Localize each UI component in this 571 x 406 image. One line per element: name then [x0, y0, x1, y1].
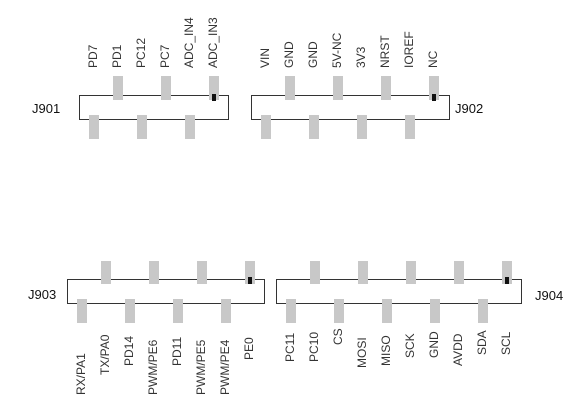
j903-pin — [173, 299, 183, 323]
j904-pin — [310, 261, 320, 284]
j904-pin — [502, 261, 512, 284]
j903-pin-label: PWM/PE6 — [146, 339, 160, 395]
j902-pin — [285, 76, 295, 100]
j903-pin-label: PE0 — [242, 337, 256, 360]
j903-pin — [77, 299, 87, 323]
j904-pin-label: PC11 — [283, 332, 297, 362]
j903-pin-label: RX/PA1 — [74, 353, 88, 395]
j904-pin — [406, 261, 416, 284]
j904-pin-label: SCK — [403, 333, 417, 358]
j901-pin — [161, 76, 171, 100]
j903-pin — [101, 261, 111, 284]
j903-pin1-marker — [248, 277, 252, 284]
j904-pin-label: AVDD — [451, 333, 465, 366]
j903-pin-label: PD14 — [122, 335, 136, 366]
j904-pin — [334, 299, 344, 323]
j902-pin-label: IOREF — [402, 31, 416, 68]
j902-pin-label: GND — [306, 41, 320, 68]
j901-pin-label: PD7 — [86, 44, 100, 68]
j902-pin-label: VIN — [258, 47, 272, 68]
j903-pin-label: PWM/PE4 — [218, 339, 232, 395]
j904-pin — [454, 261, 464, 284]
j904-pin-label: MISO — [379, 335, 393, 366]
j901-pin — [137, 115, 147, 139]
j901-pin-label: PD1 — [110, 44, 124, 68]
j901-header — [79, 95, 229, 120]
j903-pin — [197, 261, 207, 284]
j903-pin — [245, 261, 255, 284]
j904-pin1-marker — [505, 277, 509, 284]
j902-pin — [405, 115, 415, 139]
j903-pin-label: PD11 — [170, 336, 184, 366]
j902-pin — [261, 115, 271, 139]
j901-pin-label: ADC_IN4 — [182, 17, 196, 68]
j902-pin — [357, 115, 367, 139]
j904-pin — [358, 261, 368, 284]
j901-pin-label: ADC_IN3 — [206, 17, 220, 68]
j903-pin-label: TX/PA0 — [98, 334, 112, 375]
j901-pin — [89, 115, 99, 139]
j901-name: J901 — [32, 101, 61, 116]
j902-pin-label: GND — [282, 41, 296, 68]
j903-pin — [221, 299, 231, 323]
j904-pin-label: GND — [427, 331, 441, 358]
j904-pin-label: PC10 — [307, 331, 321, 362]
j903-pin-label: PWM/PE5 — [194, 339, 208, 395]
j902-header — [251, 95, 450, 120]
j902-pin — [429, 76, 439, 100]
j902-pin-label: 5V-NC — [330, 32, 344, 68]
j904-pin-label: CS — [331, 328, 345, 345]
j901-pin-label: PC12 — [134, 37, 148, 68]
j902-pin — [309, 115, 319, 139]
j902-pin — [381, 76, 391, 100]
j904-pin — [430, 299, 440, 323]
j903-header — [67, 279, 265, 304]
j902-pin-label: NRST — [378, 35, 392, 68]
j902-pin1-marker — [432, 94, 436, 101]
j902-pin-label: 3V3 — [354, 46, 368, 68]
j903-pin — [149, 261, 159, 284]
j901-pin1-marker — [212, 94, 216, 101]
j901-pin — [185, 115, 195, 139]
j903-pin — [125, 299, 135, 323]
j903-name: J903 — [28, 287, 57, 302]
j904-name: J904 — [535, 288, 564, 303]
j901-pin — [209, 76, 219, 100]
j904-pin — [382, 299, 392, 323]
j904-pin-label: MOSI — [355, 337, 369, 368]
j904-pin — [478, 299, 488, 323]
j904-pin — [286, 299, 296, 323]
j904-pin-label: SCL — [499, 331, 513, 355]
j904-pin-label: SDA — [475, 330, 489, 355]
j902-name: J902 — [455, 101, 484, 116]
j901-pin — [113, 76, 123, 100]
j901-pin-label: PC7 — [158, 44, 172, 68]
j902-pin-label: NC — [426, 50, 440, 68]
j902-pin — [333, 76, 343, 100]
